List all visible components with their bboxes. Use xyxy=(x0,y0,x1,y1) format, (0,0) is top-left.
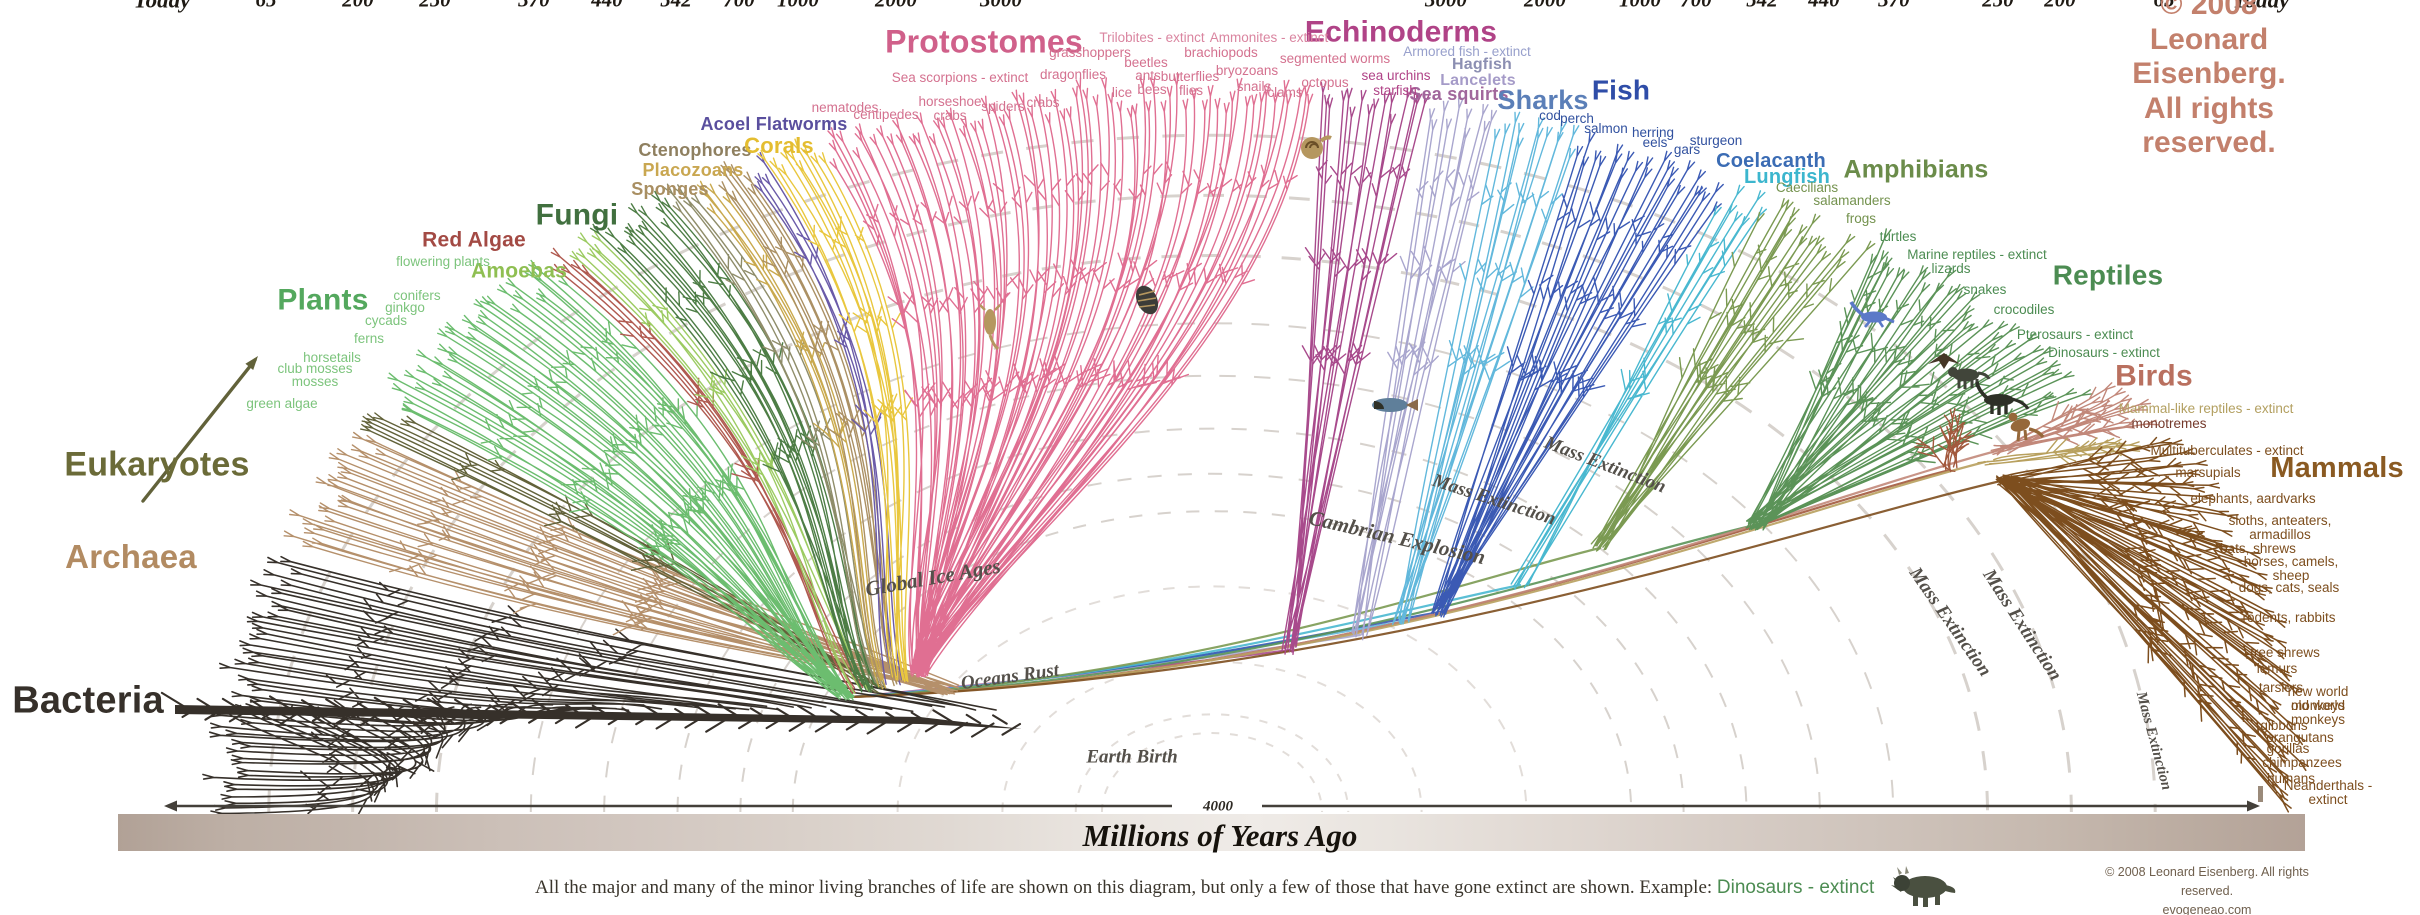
plesiosaur-icon xyxy=(1849,301,1895,328)
tree-fan-bacteria xyxy=(202,555,997,817)
lineage-stems xyxy=(848,448,2007,699)
caption-text: All the major and many of the minor livi… xyxy=(535,877,1713,898)
triceratops-icon xyxy=(1948,367,1991,389)
sauropod-icon xyxy=(1975,381,2030,415)
animal-icons xyxy=(979,135,2045,442)
tree-fan-plants xyxy=(387,259,855,701)
tree-fan-sharks xyxy=(1392,111,1580,625)
bacteria-trunk xyxy=(160,691,1022,738)
tree-fan-chordate-basal xyxy=(1351,97,1498,641)
tree-fan-dinosaurs-extinct xyxy=(1914,407,1975,473)
tree-fan-sponges xyxy=(718,161,900,687)
axis-arrow-right-icon xyxy=(2247,800,2260,812)
footer-copyright: © 2008 Leonard Eisenberg. All rights res… xyxy=(2105,864,2309,898)
pterosaur-icon xyxy=(1928,353,1960,369)
caption-example: Dinosaurs - extinct xyxy=(1716,877,1875,898)
axis-arrow-left-icon xyxy=(164,800,177,812)
tree-fan-birds xyxy=(1990,382,2159,456)
tree-fan-protostomes xyxy=(827,73,1314,678)
caption: All the major and many of the minor livi… xyxy=(535,859,1959,909)
neanderthal-branch-tick xyxy=(2258,786,2263,802)
eukaryotes-arrow-icon xyxy=(141,356,258,503)
tree-fans xyxy=(202,73,2310,817)
timeline-title: Millions of Years Ago xyxy=(1082,818,1358,853)
tree-fan-red-algae xyxy=(550,247,864,695)
ammonite-icon xyxy=(1301,135,1332,159)
footer-link[interactable]: evogeneao.com xyxy=(2162,902,2252,915)
tree-fan-acoel-flatworms xyxy=(754,151,903,686)
copyright-line2: All rights reserved. xyxy=(2142,91,2276,159)
tree-fan-amphibians xyxy=(1590,198,1876,552)
copyright-line1: © 2008 Leonard Eisenberg. xyxy=(2132,0,2286,90)
copyright-top: © 2008 Leonard Eisenberg. All rights res… xyxy=(2104,0,2315,160)
tree-fan-reptiles xyxy=(1745,228,2094,531)
t-rex-icon xyxy=(2008,412,2045,442)
tree-fan-mammals xyxy=(1995,436,2310,813)
trilobite-icon xyxy=(1135,285,1159,315)
triceratops-example-icon xyxy=(1891,866,1956,907)
tree-fan-coelacanth-lungfish xyxy=(1510,184,1767,590)
timeline-tick-4000: 4000 xyxy=(1203,798,1233,815)
tree-fan-echinoderms xyxy=(1281,81,1431,655)
timeline-bar xyxy=(118,814,2305,851)
tree-fan-fish xyxy=(1430,132,1724,618)
timeline-axis xyxy=(164,800,2260,812)
tree-fan-corals xyxy=(757,138,913,683)
footer: © 2008 Leonard Eisenberg. All rights res… xyxy=(2101,863,2314,915)
sea-scorpion-icon xyxy=(979,304,1001,351)
tree-fan-amoebas xyxy=(569,231,870,694)
armored-fish-icon xyxy=(1372,398,1418,412)
